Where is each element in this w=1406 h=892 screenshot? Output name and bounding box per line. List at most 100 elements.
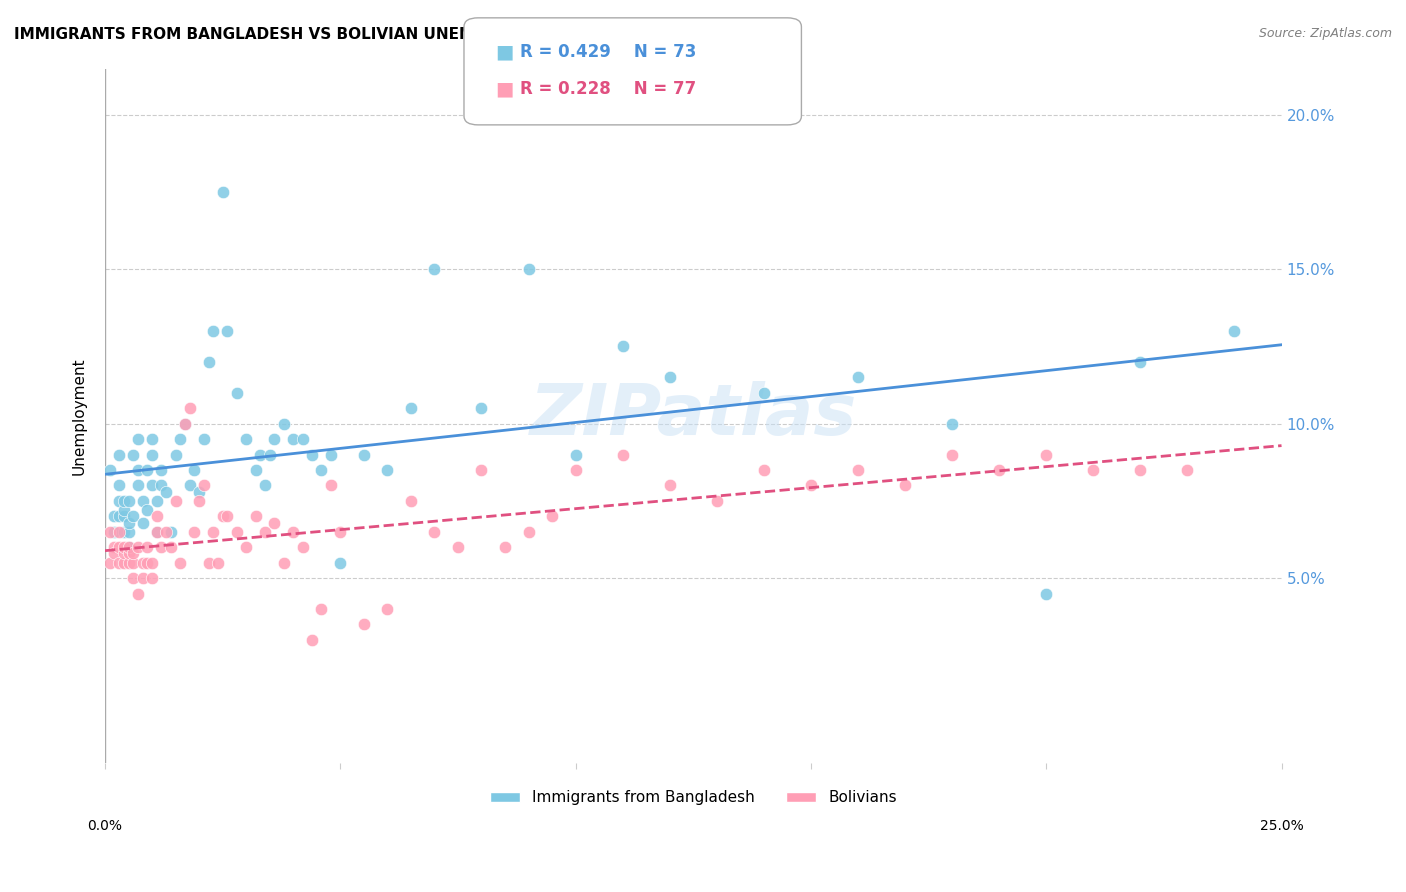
Bolivians	[103, 546, 125, 560]
Bolivians	[1083, 463, 1105, 477]
Bolivians	[225, 524, 247, 539]
Bolivians	[263, 516, 285, 530]
Bolivians	[103, 541, 125, 555]
Immigrants from Bangladesh	[941, 417, 963, 431]
Bolivians	[283, 524, 305, 539]
Bolivians	[117, 556, 139, 570]
Bolivians	[197, 556, 219, 570]
Immigrants from Bangladesh	[131, 494, 153, 508]
Immigrants from Bangladesh	[127, 432, 149, 446]
Immigrants from Bangladesh	[291, 432, 314, 446]
Immigrants from Bangladesh	[98, 463, 121, 477]
Immigrants from Bangladesh	[263, 432, 285, 446]
Bolivians	[150, 541, 173, 555]
Immigrants from Bangladesh	[311, 463, 333, 477]
Text: R = 0.429    N = 73: R = 0.429 N = 73	[520, 43, 696, 61]
Immigrants from Bangladesh	[564, 448, 586, 462]
Y-axis label: Unemployment: Unemployment	[72, 357, 86, 475]
Immigrants from Bangladesh	[160, 524, 183, 539]
Immigrants from Bangladesh	[319, 448, 342, 462]
Bolivians	[517, 524, 540, 539]
Immigrants from Bangladesh	[122, 448, 145, 462]
Immigrants from Bangladesh	[141, 448, 163, 462]
Bolivians	[117, 546, 139, 560]
Immigrants from Bangladesh	[127, 478, 149, 492]
Immigrants from Bangladesh	[136, 463, 159, 477]
Bolivians	[108, 541, 131, 555]
Immigrants from Bangladesh	[253, 478, 276, 492]
Immigrants from Bangladesh	[112, 524, 135, 539]
Text: IMMIGRANTS FROM BANGLADESH VS BOLIVIAN UNEMPLOYMENT CORRELATION CHART: IMMIGRANTS FROM BANGLADESH VS BOLIVIAN U…	[14, 27, 755, 42]
Bolivians	[329, 524, 352, 539]
Text: 0.0%: 0.0%	[87, 819, 122, 833]
Bolivians	[160, 541, 183, 555]
Bolivians	[311, 602, 333, 616]
Bolivians	[145, 509, 167, 524]
Immigrants from Bangladesh	[612, 339, 634, 353]
Immigrants from Bangladesh	[283, 432, 305, 446]
Text: R = 0.228    N = 77: R = 0.228 N = 77	[520, 80, 696, 98]
Immigrants from Bangladesh	[150, 478, 173, 492]
Bolivians	[423, 524, 446, 539]
Immigrants from Bangladesh	[108, 509, 131, 524]
Bolivians	[301, 632, 323, 647]
Immigrants from Bangladesh	[103, 524, 125, 539]
Bolivians	[127, 541, 149, 555]
Bolivians	[846, 463, 869, 477]
Bolivians	[117, 541, 139, 555]
Immigrants from Bangladesh	[1035, 586, 1057, 600]
Bolivians	[112, 546, 135, 560]
Immigrants from Bangladesh	[141, 432, 163, 446]
Text: ZIPatlas: ZIPatlas	[530, 382, 856, 450]
Bolivians	[291, 541, 314, 555]
Immigrants from Bangladesh	[1223, 324, 1246, 338]
Immigrants from Bangladesh	[136, 503, 159, 517]
Immigrants from Bangladesh	[193, 432, 215, 446]
Immigrants from Bangladesh	[117, 494, 139, 508]
Immigrants from Bangladesh	[259, 448, 281, 462]
Immigrants from Bangladesh	[112, 503, 135, 517]
Bolivians	[217, 509, 239, 524]
Bolivians	[122, 571, 145, 585]
Bolivians	[136, 541, 159, 555]
Bolivians	[800, 478, 823, 492]
Immigrants from Bangladesh	[150, 463, 173, 477]
Bolivians	[145, 524, 167, 539]
Bolivians	[179, 401, 201, 416]
Immigrants from Bangladesh	[217, 324, 239, 338]
Immigrants from Bangladesh	[245, 463, 267, 477]
Immigrants from Bangladesh	[131, 516, 153, 530]
Immigrants from Bangladesh	[399, 401, 422, 416]
Bolivians	[894, 478, 917, 492]
Immigrants from Bangladesh	[155, 484, 177, 499]
Legend: Immigrants from Bangladesh, Bolivians: Immigrants from Bangladesh, Bolivians	[484, 784, 903, 812]
Immigrants from Bangladesh	[353, 448, 375, 462]
Bolivians	[112, 541, 135, 555]
Immigrants from Bangladesh	[202, 324, 225, 338]
Bolivians	[706, 494, 728, 508]
Bolivians	[541, 509, 564, 524]
Bolivians	[141, 571, 163, 585]
Immigrants from Bangladesh	[423, 262, 446, 277]
Bolivians	[207, 556, 229, 570]
Bolivians	[169, 556, 191, 570]
Immigrants from Bangladesh	[112, 494, 135, 508]
Bolivians	[253, 524, 276, 539]
Immigrants from Bangladesh	[127, 463, 149, 477]
Immigrants from Bangladesh	[301, 448, 323, 462]
Bolivians	[193, 478, 215, 492]
Immigrants from Bangladesh	[211, 185, 233, 199]
Immigrants from Bangladesh	[122, 509, 145, 524]
Immigrants from Bangladesh	[752, 385, 775, 400]
Bolivians	[494, 541, 516, 555]
Bolivians	[127, 586, 149, 600]
Bolivians	[447, 541, 470, 555]
Immigrants from Bangladesh	[470, 401, 492, 416]
Immigrants from Bangladesh	[174, 417, 197, 431]
Bolivians	[155, 524, 177, 539]
Bolivians	[98, 524, 121, 539]
Text: Source: ZipAtlas.com: Source: ZipAtlas.com	[1258, 27, 1392, 40]
Immigrants from Bangladesh	[183, 463, 205, 477]
Bolivians	[988, 463, 1011, 477]
Bolivians	[612, 448, 634, 462]
